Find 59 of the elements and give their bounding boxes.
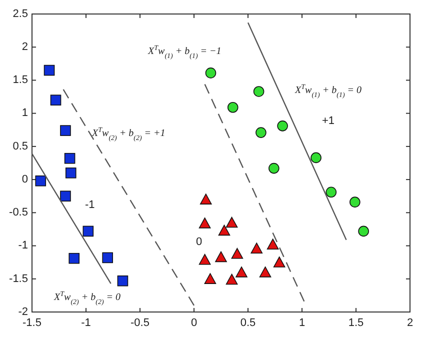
- annotation: X$^{T}$w$_{(2)}$ + b$_{(2)}$ = +1: [91, 126, 166, 142]
- y-tick-label: 0: [22, 173, 28, 186]
- point: [266, 238, 279, 250]
- point: [231, 248, 244, 259]
- point: [205, 68, 216, 78]
- point: [50, 94, 62, 106]
- point: [60, 125, 71, 136]
- y-tick-label: 1.5: [12, 74, 28, 86]
- point: [65, 168, 76, 178]
- y-tick-label: -1: [18, 240, 28, 252]
- point: [218, 224, 230, 236]
- point: [198, 218, 211, 228]
- point: [250, 242, 263, 254]
- y-tick-label: -0.5: [9, 206, 28, 219]
- point: [273, 256, 286, 268]
- point: [236, 266, 248, 278]
- y-tick-label: 1: [22, 107, 28, 120]
- x-tick-label: 0: [190, 317, 198, 329]
- point: [277, 120, 288, 132]
- x-tick-label: 0.5: [240, 317, 256, 329]
- x-tick-label: -1: [81, 317, 91, 329]
- point: [256, 127, 266, 138]
- point: [350, 196, 360, 208]
- point: [204, 273, 216, 284]
- annotation: X$^{T}$w$_{(2)}$ + b$_{(2)}$ = 0: [53, 290, 121, 306]
- x-tick-label: 1.5: [348, 317, 364, 329]
- point: [44, 64, 55, 76]
- point: [310, 152, 322, 164]
- point: [253, 86, 264, 97]
- annotation: 0: [196, 236, 202, 248]
- point: [226, 274, 238, 285]
- point: [200, 194, 212, 204]
- x-tick-label: 2: [406, 317, 414, 329]
- annotation: X$^{T}$w$_{(1)}$ + b$_{(1)}$ = −1: [147, 44, 222, 60]
- point: [259, 266, 272, 278]
- point: [102, 252, 113, 264]
- y-tick-label: 2: [22, 41, 28, 54]
- point: [198, 254, 211, 265]
- x-tick-label: -0.5: [130, 317, 150, 329]
- y-tick-label: -2: [18, 306, 28, 318]
- point: [268, 162, 280, 174]
- point: [226, 216, 238, 228]
- point: [82, 226, 94, 237]
- point: [68, 252, 80, 264]
- annotation: X$^{T}$w$_{(1)}$ + b$_{(1)}$ = 0: [294, 82, 362, 99]
- y-tick-label: 2.5: [12, 8, 28, 20]
- point: [227, 102, 238, 113]
- x-tick-label: 1: [298, 317, 306, 329]
- point: [215, 251, 227, 262]
- point: [35, 175, 46, 186]
- point: [64, 152, 76, 164]
- point: [117, 275, 128, 286]
- y-tick-label: 0.5: [12, 140, 28, 152]
- point: [326, 186, 337, 198]
- annotation: -1: [85, 198, 95, 211]
- point: [358, 226, 369, 237]
- y-tick-label: -1.5: [9, 272, 28, 285]
- point: [60, 190, 71, 202]
- annotation: +1: [322, 114, 335, 127]
